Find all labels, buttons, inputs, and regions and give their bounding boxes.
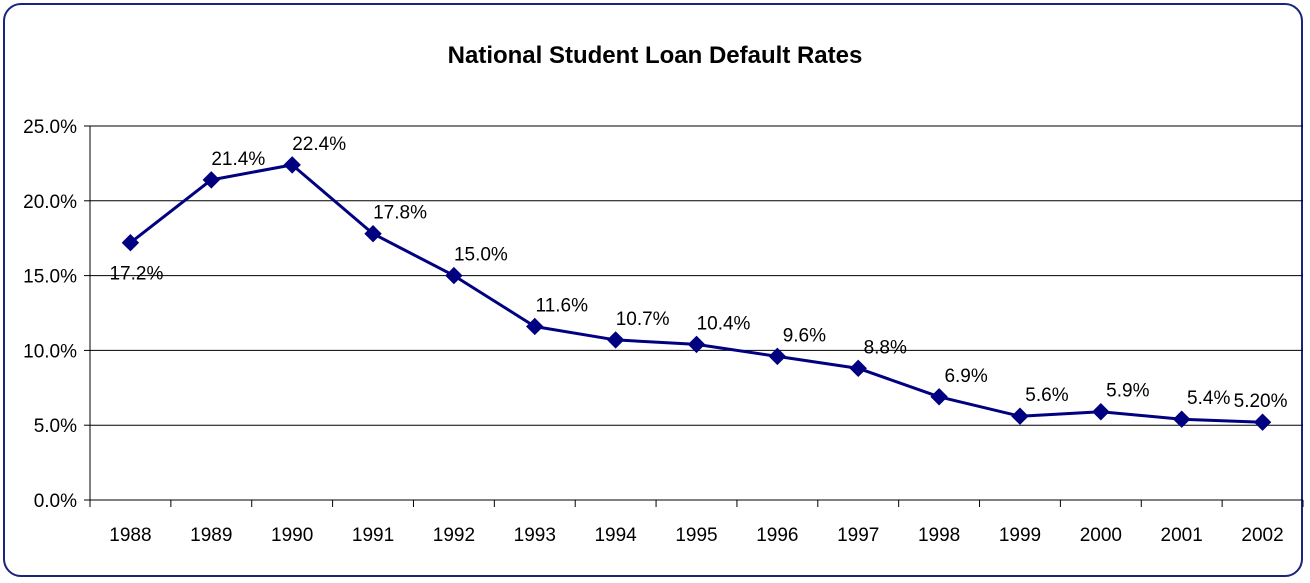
y-tick-label: 0.0% <box>34 491 77 512</box>
data-label: 9.6% <box>783 325 826 346</box>
data-label: 8.8% <box>864 337 907 358</box>
x-tick-label: 1998 <box>918 525 960 546</box>
x-tick-label: 1991 <box>352 525 394 546</box>
y-tick-label: 10.0% <box>23 341 77 362</box>
y-tick-label: 25.0% <box>23 117 77 138</box>
x-tick-label: 1989 <box>190 525 232 546</box>
data-point-marker <box>1253 413 1272 431</box>
data-point-marker <box>849 359 867 378</box>
data-point-marker <box>606 331 625 349</box>
data-labels: 17.2% 21.4% 22.4% 17.8% 15.0% 11.6% 10.7% 10.4%… <box>109 134 1287 412</box>
data-point-marker <box>283 156 301 174</box>
y-tick-label: 20.0% <box>23 192 77 213</box>
chart-title: National Student Loan Default Rates <box>447 42 863 69</box>
x-tick-label: 2000 <box>1080 525 1122 546</box>
data-point-marker <box>202 171 221 189</box>
data-series <box>121 156 1272 431</box>
data-label: 10.7% <box>616 309 670 330</box>
x-tick-label: 1997 <box>837 525 879 546</box>
series-line <box>129 163 1263 424</box>
data-point-marker <box>687 335 706 354</box>
data-label: 21.4% <box>211 149 265 170</box>
data-label: 6.9% <box>944 366 987 387</box>
data-point-marker <box>1092 403 1110 421</box>
data-label: 22.4% <box>292 134 346 155</box>
data-point-marker <box>1172 410 1191 428</box>
data-label: 11.6% <box>536 295 589 316</box>
x-tick-label: 1988 <box>109 525 151 546</box>
x-tick-label: 2002 <box>1241 525 1283 546</box>
x-tick-labels: 1988 1989 1990 1991 1992 1993 1994 1995 1996 1997… <box>109 525 1283 546</box>
y-tick-label: 15.0% <box>23 267 77 288</box>
x-tick-label: 1993 <box>514 525 556 546</box>
data-label: 10.4% <box>697 313 751 334</box>
x-tick-label: 1995 <box>675 525 717 546</box>
data-point-marker <box>364 225 382 243</box>
data-point-marker <box>930 388 948 406</box>
axes <box>84 125 1304 507</box>
data-label: 5.4% <box>1187 388 1230 409</box>
x-tick-label: 1992 <box>433 525 475 546</box>
data-point-marker <box>526 317 544 336</box>
data-point-marker <box>445 266 463 285</box>
data-point-marker <box>768 347 787 366</box>
x-tick-label: 1996 <box>756 525 798 546</box>
data-point-marker <box>121 233 140 252</box>
data-label: 5.6% <box>1025 385 1068 406</box>
y-tick-labels: 0.0% 5.0% 10.0% 15.0% 20.0% 25.0% <box>23 117 77 512</box>
chart-frame <box>3 3 1303 577</box>
x-tick-label: 1990 <box>271 525 313 546</box>
data-point-marker <box>1011 407 1029 425</box>
data-label: 5.20% <box>1234 391 1288 412</box>
data-label: 5.9% <box>1106 381 1149 402</box>
data-label: 17.8% <box>373 203 427 224</box>
x-tick-label: 1994 <box>594 525 637 546</box>
x-tick-label: 1999 <box>999 525 1041 546</box>
y-tick-label: 5.0% <box>34 416 77 437</box>
data-label: 17.2% <box>109 264 163 285</box>
data-label: 15.0% <box>454 245 508 266</box>
x-tick-label: 2001 <box>1161 525 1203 546</box>
